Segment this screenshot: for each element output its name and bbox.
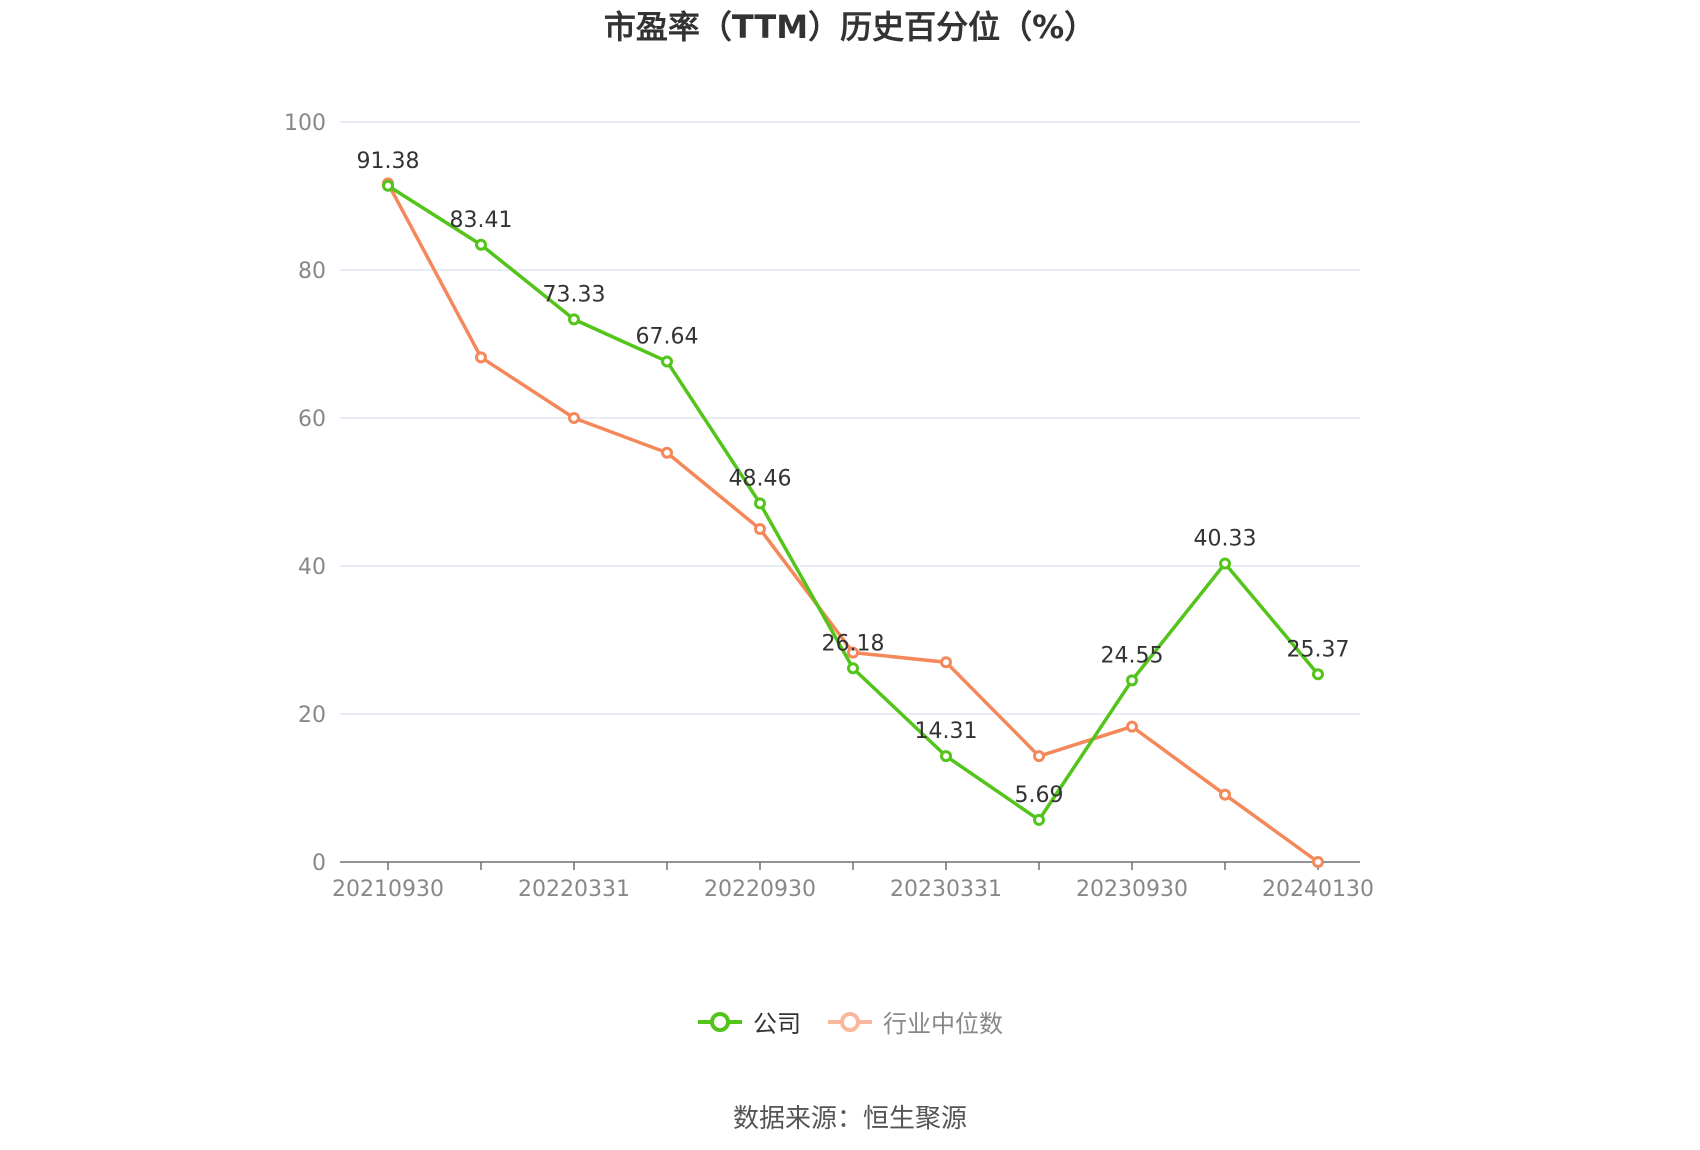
data-label: 24.55	[1101, 643, 1164, 668]
data-point-company	[1219, 557, 1231, 570]
legend-item-industry-median[interactable]: 行业中位数	[827, 1004, 1003, 1039]
y-tick-label: 40	[298, 555, 326, 580]
y-tick-label: 80	[298, 259, 326, 284]
x-tick-label: 20220331	[518, 877, 630, 902]
data-point-industry-median	[940, 656, 952, 669]
x-tick-label: 20230331	[890, 877, 1002, 902]
data-label: 48.46	[729, 466, 792, 491]
y-tick-label: 0	[312, 851, 326, 876]
data-point-industry-median	[661, 446, 673, 459]
y-tick-label: 100	[284, 111, 326, 136]
data-point-company	[940, 750, 952, 763]
data-point-company	[1312, 668, 1324, 681]
data-point-company	[382, 179, 394, 192]
series-layer	[382, 177, 1324, 868]
series-line-industry-median	[386, 182, 1320, 864]
x-tick-label: 20230930	[1076, 877, 1188, 902]
data-label: 67.64	[636, 324, 699, 349]
data-source: 数据来源：恒生聚源	[732, 1104, 967, 1134]
data-label: 14.31	[915, 719, 978, 744]
data-point-company	[661, 355, 673, 368]
data-label: 5.69	[1015, 783, 1064, 808]
data-point-company	[847, 662, 859, 675]
legend-item-company[interactable]: 公司	[697, 1004, 801, 1039]
data-point-company	[1126, 674, 1138, 687]
legend-industry-label: 行业中位数	[883, 1010, 1003, 1038]
legend-company-label: 公司	[753, 1010, 801, 1038]
data-point-industry-median	[475, 351, 487, 364]
x-tick-label: 20240130	[1262, 877, 1374, 902]
data-label: 26.18	[822, 631, 885, 656]
data-point-company	[754, 497, 766, 510]
data-label: 83.41	[450, 208, 513, 233]
data-point-company	[1033, 813, 1045, 826]
y-tick-label: 20	[298, 703, 326, 728]
data-labels: 91.38 83.41 73.33 67.64 48.46 26.18 14.31 5.69 2…	[357, 149, 1350, 808]
data-point-company	[475, 238, 487, 251]
chart-title: 市盈率（TTM）历史百分位（%）	[603, 8, 1097, 46]
data-label: 73.33	[543, 282, 606, 307]
data-point-industry-median	[1126, 720, 1138, 733]
data-label: 40.33	[1194, 527, 1257, 552]
x-axis: 20210930 20220331 20220930 20230331 20230930…	[332, 861, 1374, 902]
data-point-industry-median	[1312, 856, 1324, 868]
legend-company-icon	[698, 1011, 742, 1032]
y-axis-ticks: 0 20 40 60 80 100	[284, 111, 326, 876]
data-point-industry-median	[568, 412, 580, 424]
data-label: 25.37	[1287, 637, 1350, 662]
legend: 公司 行业中位数	[0, 1004, 1700, 1039]
data-point-company	[568, 313, 580, 326]
y-tick-label: 60	[298, 407, 326, 432]
data-point-industry-median	[1219, 788, 1231, 801]
x-tick-label: 20220930	[704, 877, 816, 902]
data-label: 91.38	[357, 149, 420, 174]
series-line-company	[387, 184, 1320, 822]
data-point-industry-median	[847, 646, 859, 659]
data-point-industry-median	[754, 523, 766, 535]
x-tick-label: 20210930	[332, 877, 444, 902]
data-point-industry-median	[1033, 750, 1045, 763]
legend-industry-icon	[828, 1011, 872, 1032]
